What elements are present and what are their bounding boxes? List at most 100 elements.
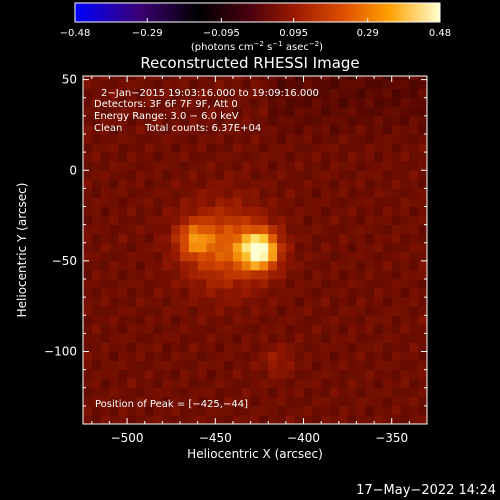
- image-pixel: [268, 360, 278, 371]
- image-pixel: [303, 288, 313, 298]
- image-pixel: [382, 106, 393, 117]
- image-pixel: [268, 288, 278, 298]
- image-pixel: [303, 79, 313, 90]
- image-pixel: [118, 396, 128, 407]
- image-pixel: [277, 76, 287, 81]
- image-pixel: [162, 288, 172, 298]
- image-pixel: [418, 97, 427, 108]
- image-pixel: [109, 161, 119, 171]
- image-pixel: [241, 143, 251, 153]
- image-pixel: [83, 76, 93, 81]
- image-pixel: [382, 315, 393, 325]
- image-pixel: [241, 251, 251, 262]
- image-pixel: [303, 124, 313, 135]
- image-pixel: [232, 124, 243, 135]
- image-pixel: [382, 279, 393, 289]
- image-pixel: [162, 161, 172, 171]
- image-pixel: [118, 79, 128, 90]
- image-pixel: [356, 179, 366, 189]
- image-pixel: [277, 106, 287, 117]
- image-pixel: [241, 79, 251, 90]
- image-pixel: [277, 387, 287, 398]
- image-pixel: [303, 378, 313, 389]
- image-pixel: [100, 115, 110, 126]
- image-pixel: [418, 179, 427, 189]
- image-pixel: [347, 152, 357, 162]
- image-pixel: [100, 242, 110, 253]
- image-pixel: [338, 161, 349, 171]
- image-pixel: [294, 161, 304, 171]
- image-pixel: [118, 197, 128, 207]
- image-pixel: [347, 360, 357, 371]
- image-pixel: [224, 188, 234, 198]
- image-pixel: [135, 161, 146, 171]
- image-pixel: [312, 170, 322, 180]
- image-pixel: [338, 360, 349, 371]
- image-pixel: [153, 405, 163, 416]
- image-pixel: [162, 387, 172, 398]
- image-pixel: [277, 188, 287, 198]
- footer-date: 17−May−2022 14:24: [356, 483, 496, 498]
- image-pixel: [321, 242, 331, 253]
- image-pixel: [241, 215, 251, 226]
- image-pixel: [294, 414, 304, 424]
- image-pixel: [347, 88, 357, 99]
- image-pixel: [215, 378, 225, 389]
- image-pixel: [418, 215, 427, 226]
- image-pixel: [91, 233, 102, 244]
- image-pixel: [144, 306, 154, 316]
- image-pixel: [374, 143, 384, 153]
- image-pixel: [215, 279, 225, 289]
- image-pixel: [135, 405, 146, 416]
- image-pixel: [83, 351, 93, 361]
- image-pixel: [232, 297, 243, 307]
- image-pixel: [418, 134, 427, 144]
- image-pixel: [250, 279, 260, 289]
- image-pixel: [312, 106, 322, 117]
- image-pixel: [224, 170, 234, 180]
- image-pixel: [91, 251, 102, 262]
- image-pixel: [277, 360, 287, 371]
- image-pixel: [321, 351, 331, 361]
- image-pixel: [268, 224, 278, 235]
- image-pixel: [365, 161, 375, 171]
- image-pixel: [321, 333, 331, 343]
- image-pixel: [171, 306, 181, 316]
- image-pixel: [312, 124, 322, 135]
- image-pixel: [250, 342, 260, 352]
- image-pixel: [418, 106, 427, 117]
- image-pixel: [206, 170, 216, 180]
- image-pixel: [127, 405, 137, 416]
- image-pixel: [356, 233, 366, 244]
- image-pixel: [188, 76, 199, 81]
- image-pixel: [391, 242, 401, 253]
- colorbar-tick-label: −0.29: [132, 28, 163, 39]
- image-pixel: [365, 414, 375, 424]
- image-pixel: [285, 79, 296, 90]
- image-pixel: [224, 288, 234, 298]
- image-pixel: [356, 387, 366, 398]
- image-pixel: [294, 170, 304, 180]
- image-pixel: [312, 143, 322, 153]
- image-pixel: [400, 79, 410, 90]
- image-pixel: [135, 279, 146, 289]
- image-pixel: [259, 269, 269, 280]
- image-pixel: [241, 206, 251, 216]
- image-pixel: [118, 378, 128, 389]
- image-pixel: [109, 76, 119, 81]
- image-pixel: [109, 79, 119, 90]
- image-pixel: [329, 387, 340, 398]
- colorbar: [74, 2, 441, 23]
- image-pixel: [250, 260, 260, 271]
- image-pixel: [294, 360, 304, 371]
- image-pixel: [135, 360, 146, 371]
- image-pixel: [91, 333, 102, 343]
- image-pixel: [365, 197, 375, 207]
- image-pixel: [127, 197, 137, 207]
- image-pixel: [303, 197, 313, 207]
- image-pixel: [215, 97, 225, 108]
- image-pixel: [100, 161, 110, 171]
- image-pixel: [382, 378, 393, 389]
- image-pixel: [329, 134, 340, 144]
- image-pixel: [400, 387, 410, 398]
